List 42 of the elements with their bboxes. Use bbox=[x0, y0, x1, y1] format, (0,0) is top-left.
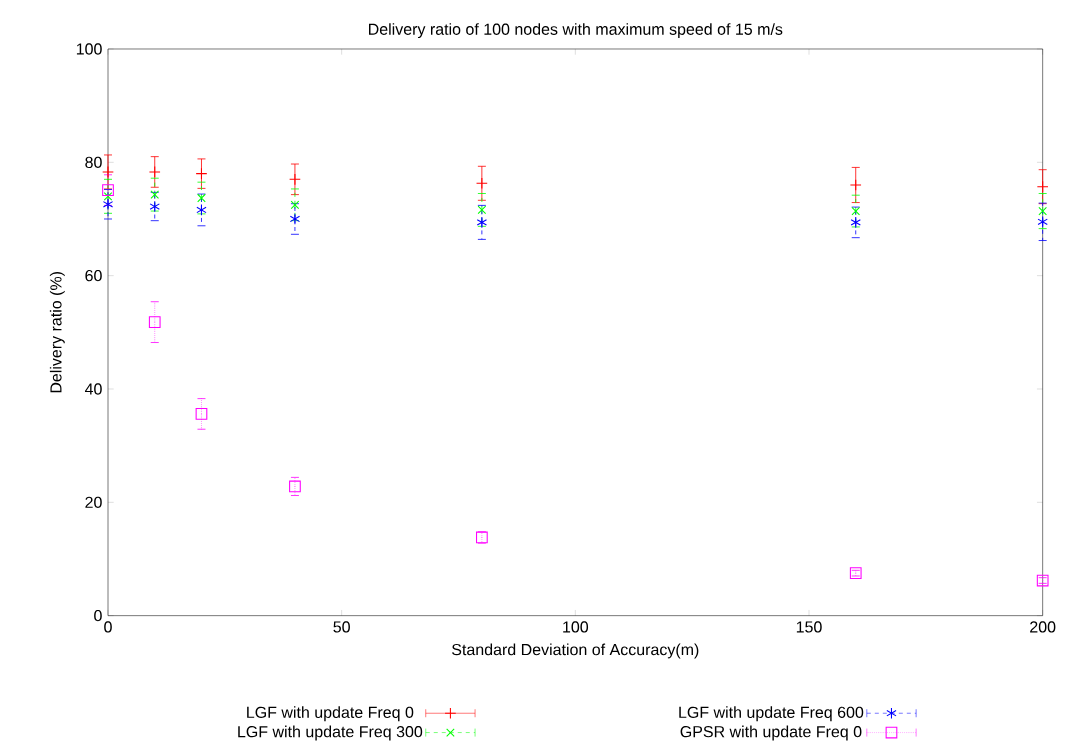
point bbox=[477, 205, 487, 215]
x-tick-label: 100 bbox=[563, 621, 589, 633]
y-tick-label: 80 bbox=[85, 156, 102, 168]
point bbox=[148, 316, 161, 328]
legend-label: LGF with update Freq 600 bbox=[679, 706, 864, 722]
point bbox=[195, 167, 208, 180]
point bbox=[197, 193, 206, 203]
point bbox=[851, 206, 861, 216]
point bbox=[849, 179, 862, 191]
point bbox=[1038, 206, 1047, 216]
point bbox=[195, 408, 208, 420]
legend-label: LGF with update Freq 300 bbox=[238, 725, 423, 741]
legend-label: GPSR with update Freq 0 bbox=[680, 725, 862, 741]
x-axis-title: Standard Deviation of Accuracy(m) bbox=[452, 643, 699, 659]
point bbox=[149, 200, 160, 213]
y-tick-label: 100 bbox=[76, 43, 102, 55]
point bbox=[103, 192, 113, 201]
y-tick-label: 60 bbox=[85, 270, 102, 282]
y-tick-label: 20 bbox=[85, 496, 102, 508]
chart-title: Delivery ratio of 100 nodes with maximum speed of 15 m/s bbox=[369, 23, 783, 39]
y-tick-label: 0 bbox=[94, 609, 102, 622]
point bbox=[289, 480, 301, 493]
point bbox=[476, 216, 488, 229]
legend-label: LGF with update Freq 0 bbox=[247, 706, 414, 722]
x-tick-label: 150 bbox=[796, 621, 822, 633]
point bbox=[1037, 215, 1048, 228]
point bbox=[850, 216, 861, 229]
point bbox=[475, 177, 488, 190]
point bbox=[196, 204, 207, 216]
y-tick-label: 40 bbox=[84, 383, 102, 395]
point bbox=[1036, 180, 1049, 193]
x-tick-label: 0 bbox=[104, 621, 112, 633]
x-tick-label: 200 bbox=[1030, 621, 1056, 633]
point bbox=[289, 173, 301, 186]
point bbox=[289, 213, 301, 225]
x-tick-label: 50 bbox=[333, 621, 350, 633]
y-axis-title: Delivery ratio (%) bbox=[49, 272, 65, 393]
point bbox=[102, 184, 114, 196]
point bbox=[150, 190, 160, 199]
point bbox=[148, 166, 161, 178]
point bbox=[290, 200, 300, 210]
point bbox=[102, 166, 114, 178]
